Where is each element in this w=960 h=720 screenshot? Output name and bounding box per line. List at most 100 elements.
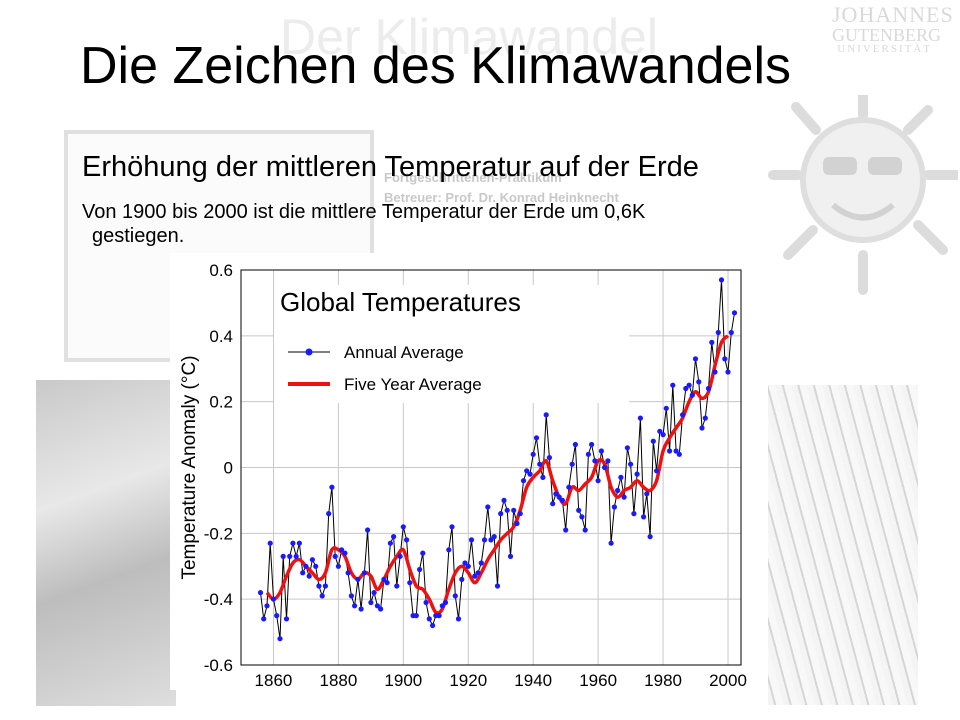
annual-data-point xyxy=(345,570,351,576)
slide-body-text: Von 1900 bis 2000 ist die mittlere Tempe… xyxy=(82,200,862,248)
annual-data-point xyxy=(478,560,484,566)
annual-data-point xyxy=(358,606,364,612)
annual-data-point xyxy=(446,547,452,553)
annual-data-point xyxy=(391,534,397,540)
annual-data-point xyxy=(494,583,501,589)
annual-data-point xyxy=(572,441,578,448)
x-tick-label: 1880 xyxy=(319,671,357,690)
logo-line-1: JOHANNES xyxy=(832,2,954,27)
y-tick-label: 0.6 xyxy=(209,261,233,280)
annual-data-point xyxy=(472,573,478,579)
annual-data-point xyxy=(309,557,315,563)
annual-data-point xyxy=(585,451,591,457)
annual-data-point xyxy=(705,385,712,392)
annual-data-point xyxy=(462,560,468,566)
annual-data-point xyxy=(313,563,319,569)
annual-data-point xyxy=(631,511,637,517)
annual-data-point xyxy=(628,461,634,467)
annual-data-point xyxy=(290,540,296,546)
annual-data-point xyxy=(520,478,527,484)
annual-data-point xyxy=(507,553,514,559)
university-logo: JOHANNES GUTENBERG UNIVERSITÄT xyxy=(832,2,954,55)
body-text-line-2: gestiegen. xyxy=(92,225,185,247)
annual-data-point xyxy=(527,471,533,477)
annual-data-point xyxy=(559,497,565,503)
annual-data-point xyxy=(481,537,488,543)
annual-data-point xyxy=(368,599,374,606)
annual-data-point xyxy=(430,622,436,629)
annual-data-point xyxy=(404,537,410,543)
annual-data-point xyxy=(277,636,283,642)
card-meta-line-1: Fortgeschrittenen-Praktikum xyxy=(384,170,562,185)
sun-logo-icon xyxy=(768,95,958,295)
annual-data-point xyxy=(569,461,575,467)
legend-five-year-label: Five Year Average xyxy=(344,375,482,394)
annual-data-point xyxy=(670,382,676,388)
annual-data-point xyxy=(715,329,721,336)
annual-data-point xyxy=(459,576,465,582)
x-tick-labels: 1860 1880 1900 1920 1940 1960 1980 2000 xyxy=(255,671,747,690)
annual-data-point xyxy=(491,534,497,540)
annual-data-point xyxy=(326,511,332,517)
annual-data-point xyxy=(378,606,384,612)
annual-data-point xyxy=(650,438,656,444)
logo-line-3: UNIVERSITÄT xyxy=(837,43,932,55)
annual-data-point xyxy=(673,448,679,454)
annual-data-point xyxy=(264,603,270,609)
annual-data-point xyxy=(621,494,627,500)
annual-data-point xyxy=(449,524,455,530)
annual-data-point xyxy=(316,583,322,589)
annual-data-point xyxy=(556,494,562,500)
y-tick-labels: 0.6 0.4 0.2 0 -0.2 -0.4 -0.6 xyxy=(204,261,233,675)
annual-data-point xyxy=(598,448,604,454)
annual-data-point xyxy=(465,563,471,569)
legend-annual-label: Annual Average xyxy=(344,343,464,362)
annual-data-point xyxy=(595,478,601,484)
annual-data-point xyxy=(303,563,309,569)
annual-data-point xyxy=(615,487,621,494)
annual-data-point xyxy=(280,553,286,559)
annual-data-point xyxy=(319,593,325,599)
annual-data-point xyxy=(485,504,491,510)
annual-data-point xyxy=(413,613,419,619)
annual-data-point xyxy=(589,441,595,448)
annual-data-point xyxy=(322,583,328,589)
annual-data-point xyxy=(348,593,354,599)
annual-data-point xyxy=(270,596,277,602)
annual-data-point xyxy=(387,540,393,546)
x-tick-label: 1900 xyxy=(384,671,422,690)
y-tick-label: 0.2 xyxy=(209,393,233,412)
annual-data-point xyxy=(731,310,738,316)
annual-data-point xyxy=(634,471,640,477)
annual-data-point xyxy=(725,369,731,375)
annual-data-point xyxy=(641,514,647,520)
annual-data-point xyxy=(371,590,377,596)
annual-data-point xyxy=(644,491,650,497)
annual-data-point xyxy=(306,573,312,579)
annual-data-point xyxy=(709,339,715,345)
annual-data-point xyxy=(339,547,345,553)
x-tick-label: 1960 xyxy=(579,671,617,690)
background-watermark-title: Der Klimawandel xyxy=(280,9,658,65)
annual-data-point xyxy=(332,553,338,559)
annual-data-point xyxy=(267,540,273,546)
annual-data-point xyxy=(543,412,549,418)
annual-data-point xyxy=(702,415,708,421)
x-tick-label: 1940 xyxy=(514,671,552,690)
annual-data-point xyxy=(300,570,306,576)
annual-data-point xyxy=(335,563,341,569)
card-meta-line-2: Betreuer: Prof. Dr. Konrad Heinknecht xyxy=(384,190,619,205)
plot-frame xyxy=(240,269,742,666)
chart-series xyxy=(257,277,738,642)
annual-data-point xyxy=(657,428,663,434)
annual-data-point xyxy=(257,590,264,596)
y-tick-label: 0 xyxy=(224,459,233,478)
annual-data-point xyxy=(592,458,598,464)
annual-data-point xyxy=(667,448,673,454)
annual-data-point xyxy=(397,553,403,559)
annual-data-point xyxy=(722,356,728,362)
body-text-line-1: Von 1900 bis 2000 ist die mittlere Tempe… xyxy=(82,201,646,223)
annual-data-point xyxy=(663,405,669,411)
x-tick-label: 1920 xyxy=(449,671,487,690)
y-axis-label: Temperature Anomaly (°C) xyxy=(179,355,200,579)
